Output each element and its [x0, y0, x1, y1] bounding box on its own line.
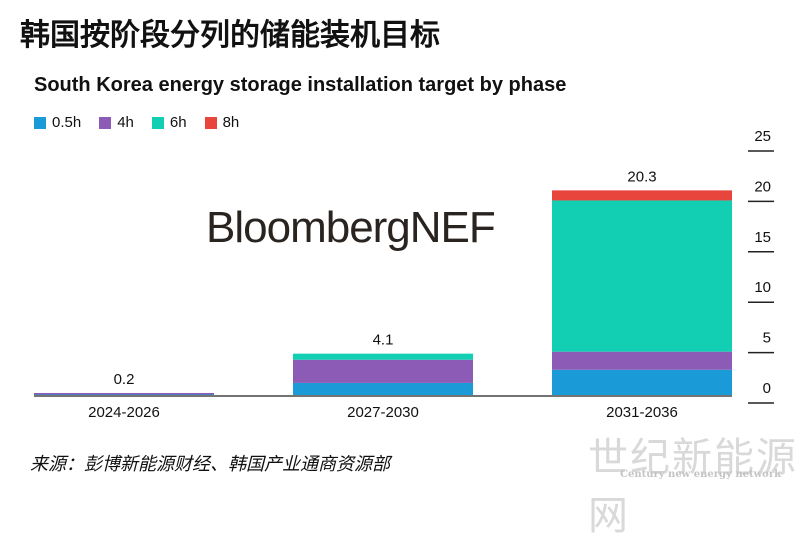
y-tick-label-25: 25: [754, 128, 771, 145]
legend-swatch-4h: [99, 116, 112, 129]
y-tick-label-20: 20: [754, 178, 771, 195]
total-label-2024-2026: 0.2: [114, 371, 135, 388]
legend-swatch-6h: [151, 116, 164, 129]
source-note: 来源：彭博新能源财经、韩国产业通商资源部: [30, 454, 390, 475]
legend-swatch-0-5h: [34, 116, 46, 129]
bar-segment-2027-2030-4h: [293, 359, 473, 383]
legend-swatch-8h: [204, 116, 217, 129]
legend-item-6h: 6h: [151, 114, 187, 131]
bar-segment-2031-2036-6h: [552, 200, 732, 352]
legend-label-6h: 6h: [169, 114, 187, 131]
total-label-2027-2030: 4.1: [373, 332, 394, 349]
bar-segment-2027-2030-6h: [293, 353, 473, 360]
chart-title: South Korea energy storage installation …: [34, 74, 567, 96]
total-label-2031-2036: 20.3: [627, 168, 656, 185]
y-tick-label-15: 15: [754, 229, 771, 246]
stacked-bar-chart: 0.2 2024-2026 4.1 2027-2030 20.3 2031-2036 0 5 1…: [34, 128, 774, 421]
legend-label-4h: 4h: [117, 114, 134, 131]
category-label-2024-2026: 2024-2026: [88, 404, 160, 421]
bar-segment-2031-2036-4h: [552, 351, 732, 370]
legend-item-4h: 4h: [99, 114, 134, 131]
category-label-2027-2030: 2027-2030: [347, 404, 419, 421]
bar-segment-2024-2026-4h: [34, 392, 214, 395]
y-tick-label-10: 10: [754, 279, 771, 296]
brand-logo: BloombergNEF: [206, 203, 496, 252]
bar-segment-2031-2036-0-5h: [552, 369, 732, 395]
y-tick-label-0: 0: [763, 380, 771, 397]
legend-label-8h: 8h: [222, 114, 240, 131]
bar-segment-2031-2036-8h: [552, 190, 732, 201]
watermark-logo: 世纪新能源网: [588, 435, 798, 539]
legend: 0.5h 4h 6h 8h: [34, 114, 239, 131]
legend-item-0-5h: 0.5h: [34, 114, 81, 131]
category-label-2031-2036: 2031-2036: [606, 404, 678, 421]
headline: 韩国按阶段分列的储能装机目标: [20, 18, 440, 53]
bar-segment-2027-2030-0-5h: [293, 382, 473, 395]
watermark-tagline: Century new energy network: [620, 469, 782, 480]
y-tick-label-5: 5: [763, 330, 771, 347]
legend-label-0-5h: 0.5h: [52, 114, 82, 131]
legend-item-8h: 8h: [204, 114, 240, 131]
